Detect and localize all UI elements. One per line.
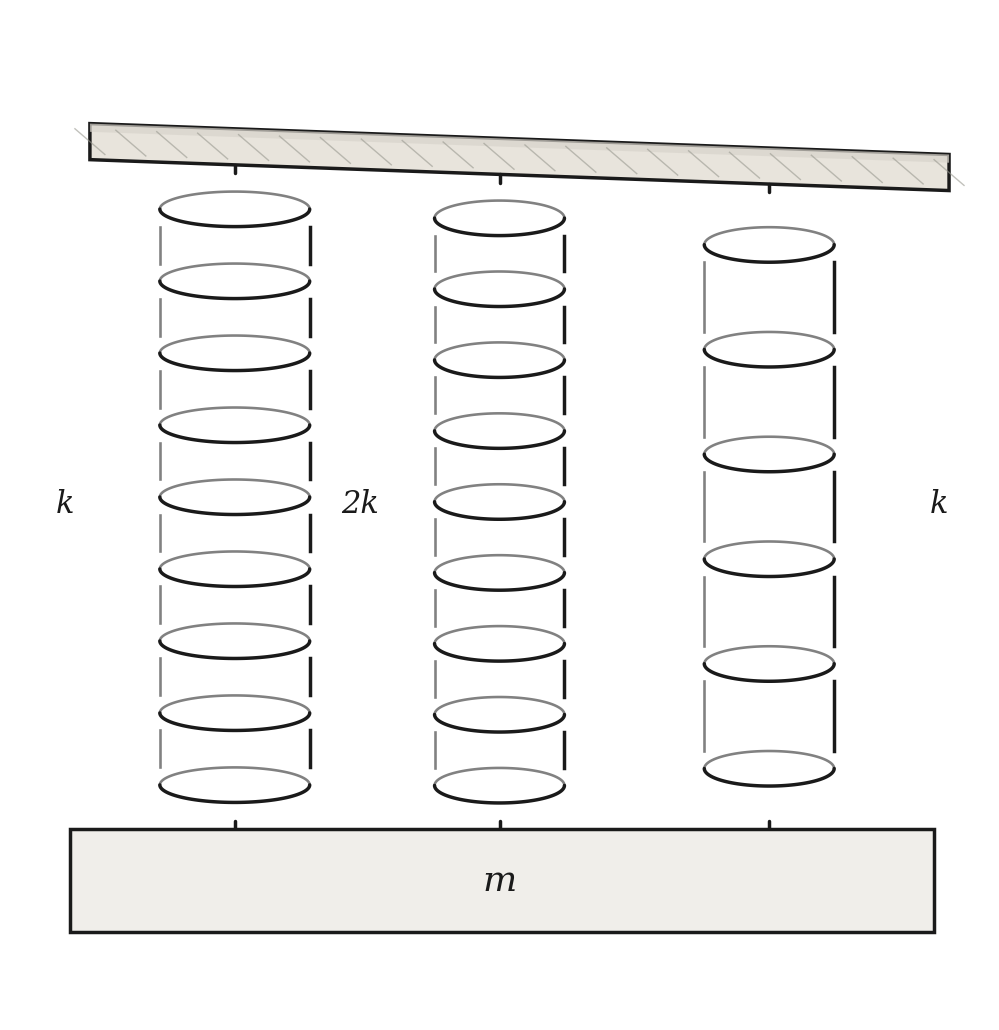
- Text: k: k: [930, 489, 948, 520]
- Polygon shape: [90, 124, 949, 191]
- Polygon shape: [90, 124, 949, 163]
- Bar: [70, 829, 934, 932]
- Text: 2k: 2k: [341, 489, 379, 520]
- Text: k: k: [56, 489, 74, 520]
- Text: m: m: [483, 863, 516, 898]
